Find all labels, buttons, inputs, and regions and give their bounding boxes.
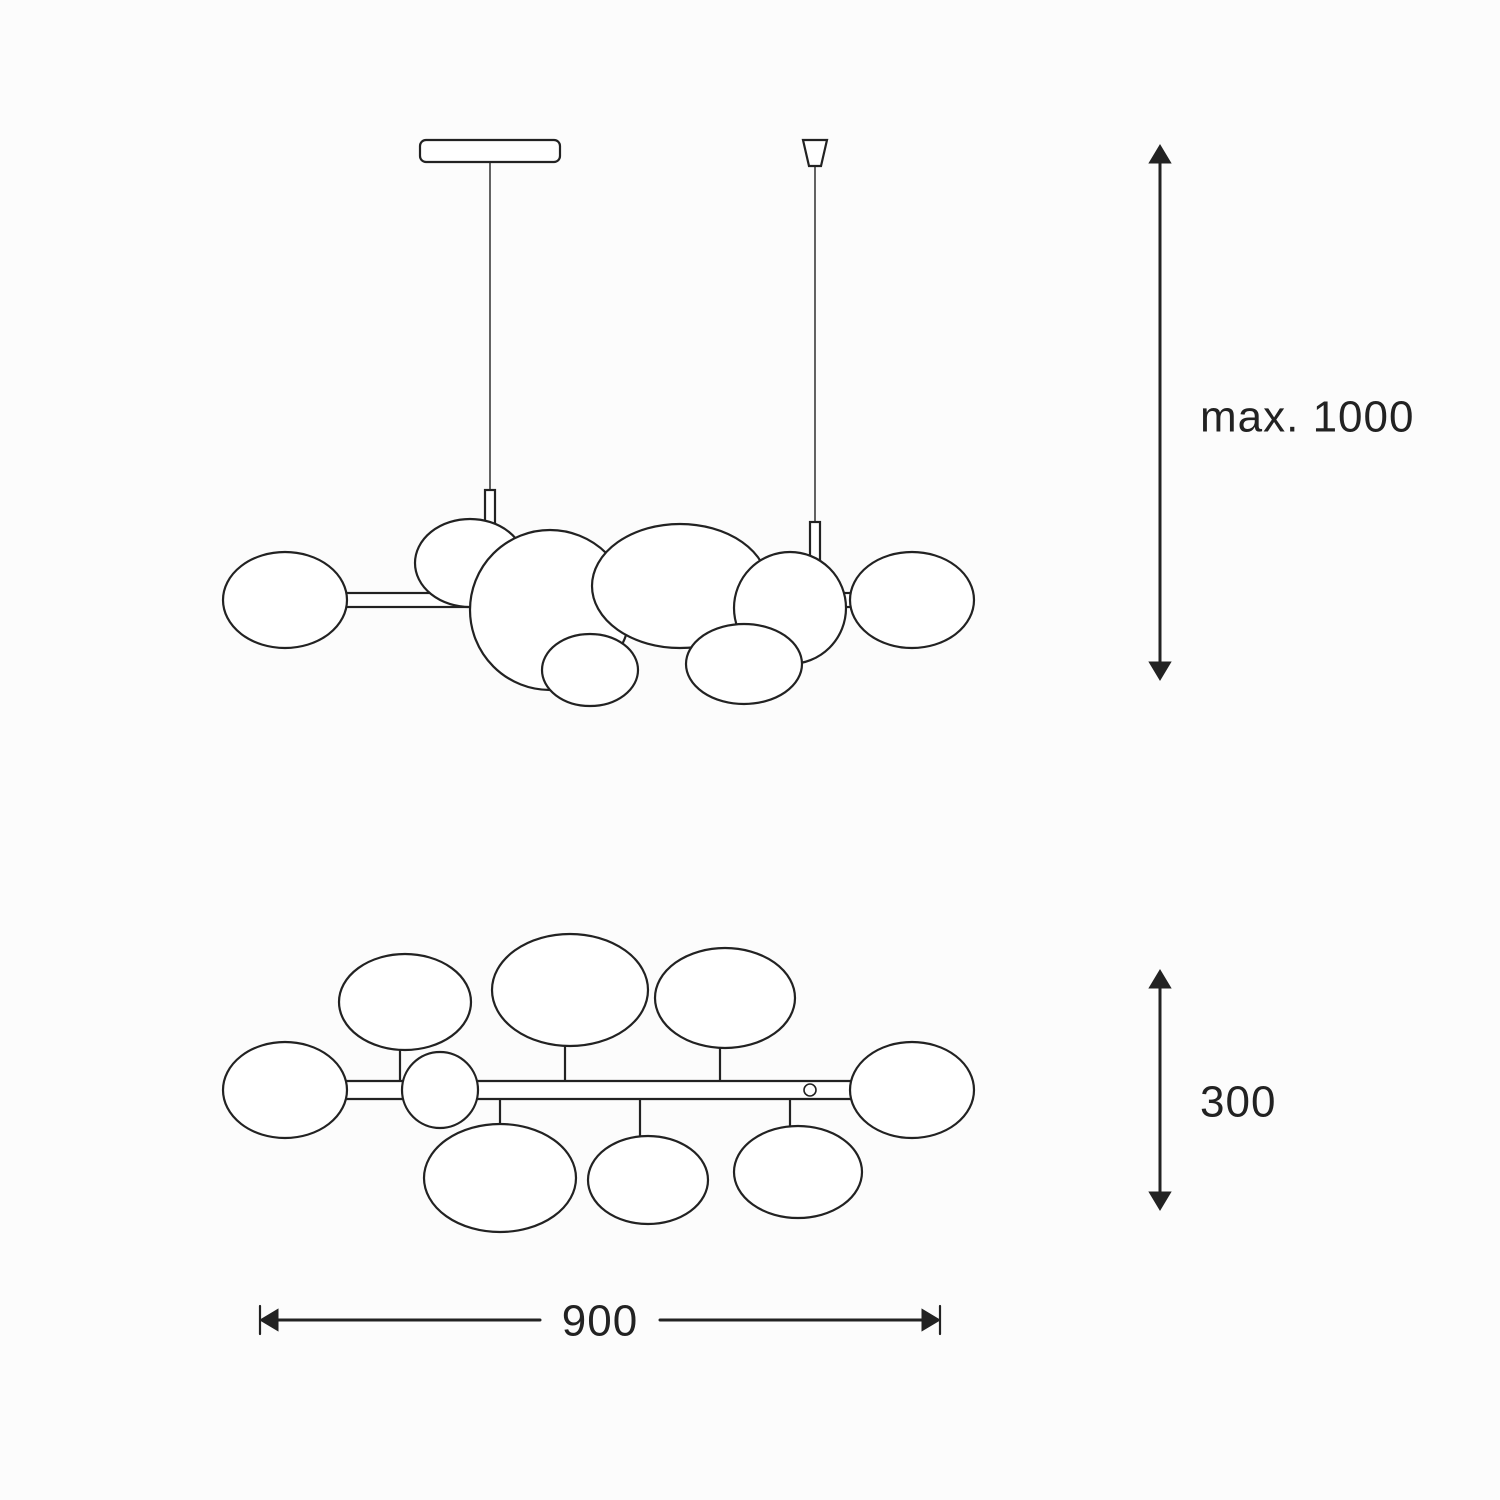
dim-depth-label: 300 <box>1200 1078 1276 1127</box>
dim-width-label: 900 <box>562 1297 638 1346</box>
dim-height-label: max. 1000 <box>1200 393 1414 442</box>
